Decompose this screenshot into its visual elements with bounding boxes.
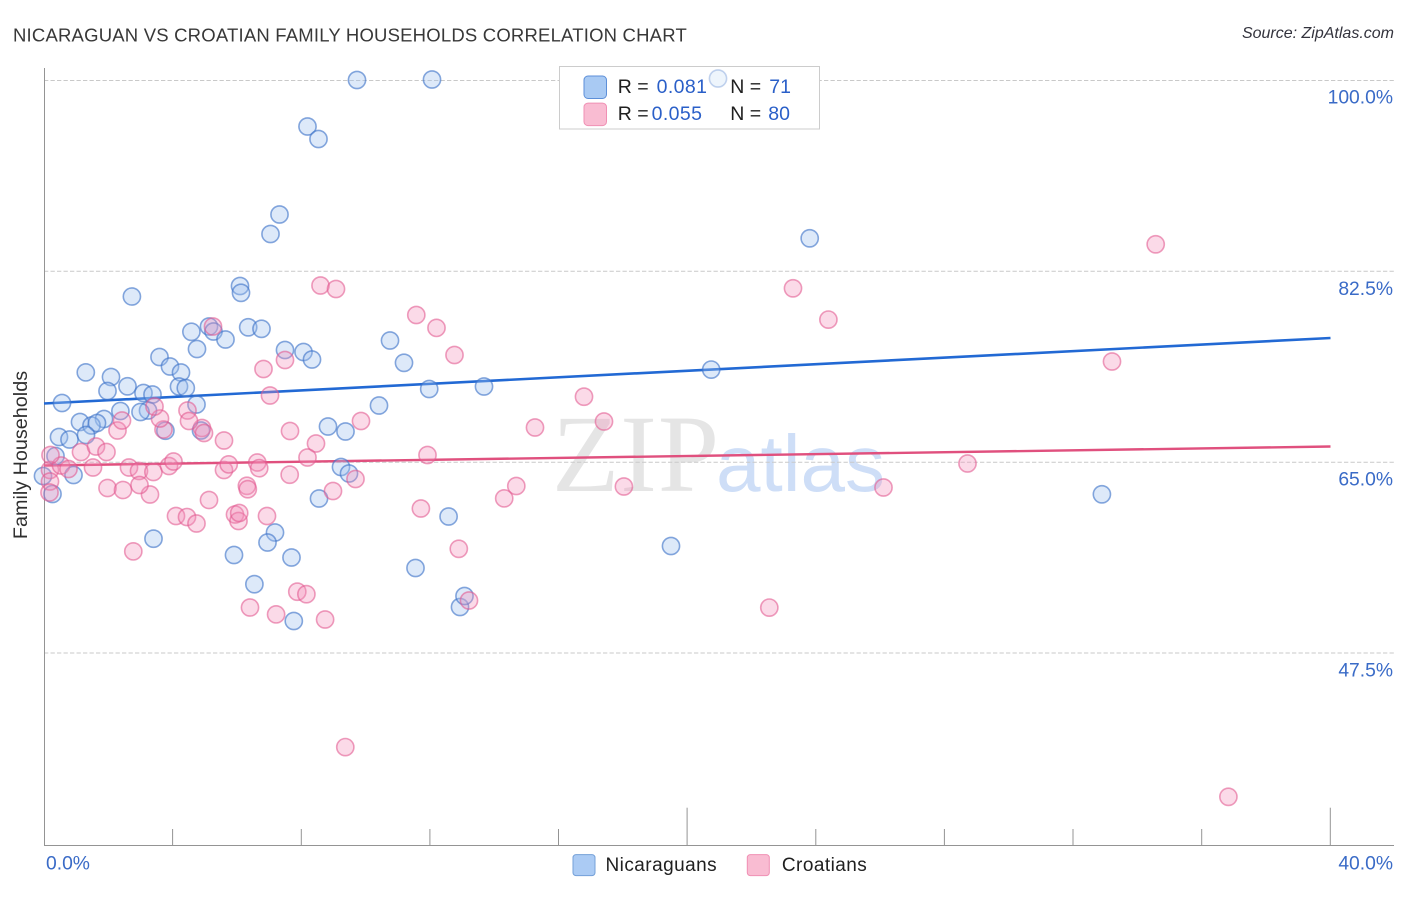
svg-text:N =: N = bbox=[730, 76, 761, 98]
svg-text:R =: R = bbox=[618, 103, 649, 125]
svg-text:Source: ZipAtlas.com: Source: ZipAtlas.com bbox=[1242, 25, 1394, 42]
svg-text:100.0%: 100.0% bbox=[1328, 87, 1393, 108]
svg-text:40.0%: 40.0% bbox=[1338, 854, 1393, 875]
svg-text:NICARAGUAN VS CROATIAN FAMILY: NICARAGUAN VS CROATIAN FAMILY HOUSEHOLDS… bbox=[13, 25, 687, 46]
svg-text:Nicaraguans: Nicaraguans bbox=[606, 855, 718, 876]
svg-text:R =: R = bbox=[618, 76, 649, 98]
svg-text:65.0%: 65.0% bbox=[1338, 469, 1393, 490]
svg-text:atlas: atlas bbox=[716, 419, 885, 508]
svg-text:Croatians: Croatians bbox=[782, 855, 867, 876]
svg-text:Family Households: Family Households bbox=[10, 371, 32, 539]
svg-text:0.055: 0.055 bbox=[652, 103, 703, 125]
svg-text:0.0%: 0.0% bbox=[46, 854, 90, 875]
svg-text:ZIP: ZIP bbox=[552, 393, 720, 515]
svg-text:47.5%: 47.5% bbox=[1338, 660, 1393, 681]
svg-text:82.5%: 82.5% bbox=[1338, 279, 1393, 300]
svg-text:80: 80 bbox=[768, 103, 790, 125]
svg-text:N =: N = bbox=[730, 103, 761, 125]
svg-text:0.081: 0.081 bbox=[657, 76, 708, 98]
svg-text:71: 71 bbox=[769, 76, 791, 98]
